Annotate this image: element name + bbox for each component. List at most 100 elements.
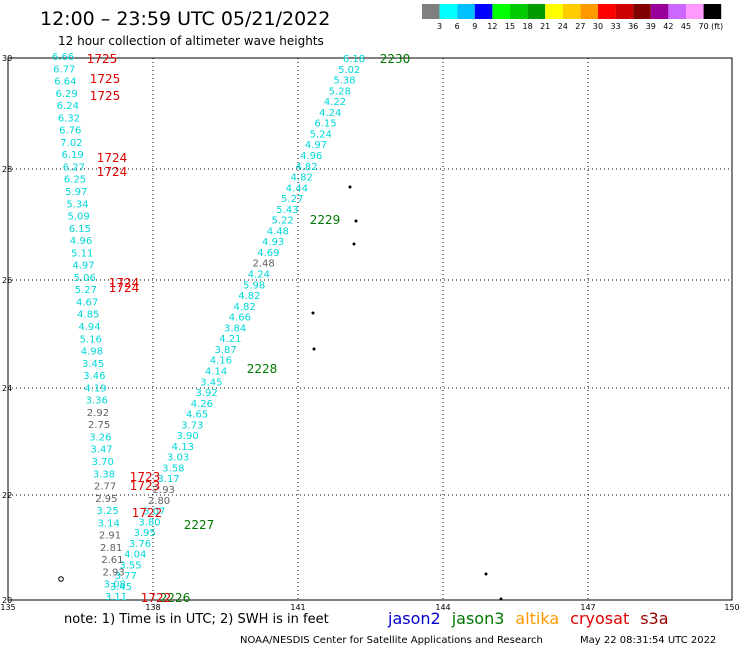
satellite-label-altika: altika [515, 609, 560, 628]
swh-value: 4.04 [124, 550, 146, 561]
x-tick-label: 135 [0, 603, 15, 612]
swh-value: 5.11 [71, 248, 93, 259]
island-dot [348, 185, 352, 189]
swh-value: 4.19 [84, 383, 106, 394]
legend-swatch [598, 4, 616, 19]
swh-value: 2.93 [153, 485, 175, 496]
swh-value: 4.96 [70, 236, 92, 247]
time-label-red: 1724 [109, 281, 140, 295]
legend-swatch [545, 4, 563, 19]
swh-value: 3.73 [181, 420, 203, 431]
time-label-green: 2227 [184, 518, 215, 532]
legend-swatch [492, 4, 510, 19]
land-features [58, 185, 503, 601]
swh-value: 3.45 [82, 359, 104, 370]
time-label-green: 2229 [310, 213, 341, 227]
swh-value: 3.11 [105, 592, 127, 603]
swh-value: 3.26 [89, 432, 111, 443]
swh-value: 5.06 [74, 273, 96, 284]
swh-value: 4.22 [324, 97, 346, 108]
legend-swatch [580, 4, 598, 19]
swh-value: 4.97 [305, 140, 327, 151]
legend-label: 6 [455, 22, 460, 31]
legend-swatch [650, 4, 669, 19]
legend-swatch [527, 4, 546, 19]
footer-note: note: 1) Time is in UTC; 2) SWH is in fe… [64, 612, 329, 627]
swh-value: 3.90 [176, 431, 198, 442]
swh-value: 4.85 [77, 310, 99, 321]
swh-value: 2.61 [101, 555, 123, 566]
swh-value: 6.18 [343, 54, 365, 65]
swh-value: 2.48 [253, 259, 275, 270]
swh-value: 5.24 [310, 129, 332, 140]
swh-value: 5.98 [243, 280, 265, 291]
page-subtitle: 12 hour collection of altimeter wave hei… [58, 34, 324, 48]
swh-value: 4.82 [291, 173, 313, 184]
swh-value: 4.24 [248, 270, 270, 281]
x-tick-label: 150 [724, 603, 739, 612]
swh-value: 4.16 [210, 356, 232, 367]
x-tick-label: 141 [290, 603, 305, 612]
swh-labels: 6.185.025.385.284.224.246.155.244.974.96… [52, 52, 410, 605]
legend-label: 3 [437, 22, 442, 31]
legend-label: 45 [681, 22, 691, 31]
swh-value: 5.97 [65, 187, 87, 198]
swh-value: 6.24 [57, 101, 79, 112]
swh-value: 6.25 [64, 175, 86, 186]
swh-value: 4.69 [257, 248, 279, 259]
satellite-label-jason3: jason3 [451, 609, 505, 628]
swh-value: 3.87 [214, 345, 236, 356]
time-label-green: 2228 [247, 362, 278, 376]
swh-value: 4.93 [262, 237, 284, 248]
swh-value: 3.92 [195, 388, 217, 399]
swh-value: 6.64 [54, 77, 76, 88]
swh-value: 4.24 [319, 108, 341, 119]
swh-value: 5.02 [338, 65, 360, 76]
legend-label: 15 [505, 22, 515, 31]
legend-swatch [633, 4, 651, 19]
swh-value: 3.07 [143, 507, 165, 518]
legend-swatch [562, 4, 581, 19]
swh-value: 6.32 [58, 113, 80, 124]
swh-value: 5.43 [276, 205, 298, 216]
swh-value: 3.45 [110, 582, 132, 593]
y-tick-label: 20 [2, 596, 12, 605]
time-label-red: 1725 [87, 52, 118, 66]
x-tick-label: 138 [145, 603, 160, 612]
satellite-label-cryosat: cryosat [570, 609, 630, 628]
map-frame [7, 57, 733, 601]
swh-value: 5.09 [68, 212, 90, 223]
swh-value: 3.47 [90, 445, 112, 456]
island-dot [499, 597, 503, 601]
footer-credit: NOAA/NESDIS Center for Satellite Applica… [240, 635, 543, 646]
swh-value: 3.80 [138, 517, 160, 528]
swh-value: 5.28 [329, 86, 351, 97]
island-dot [354, 219, 358, 223]
swh-value: 6.66 [52, 52, 74, 63]
swh-value: 6.77 [53, 64, 75, 75]
legend-swatch [668, 4, 686, 19]
swh-value: 4.82 [238, 291, 260, 302]
y-tick-label: 22 [2, 491, 12, 500]
swh-value: 5.16 [80, 334, 102, 345]
swh-value: 2.81 [100, 543, 122, 554]
swh-value: 3.77 [115, 571, 137, 582]
swh-value: 4.98 [81, 347, 103, 358]
swh-value: 5.34 [66, 199, 88, 210]
swh-value: 3.14 [98, 518, 120, 529]
island-ring [58, 576, 64, 582]
legend-label: 12 [487, 22, 497, 31]
legend-swatch [510, 4, 528, 19]
y-tick-label: 28 [2, 165, 12, 174]
legend-swatch [686, 4, 704, 19]
swh-value: 3.46 [83, 371, 105, 382]
swh-value: 4.67 [76, 297, 98, 308]
time-label-red: 1723 [130, 470, 161, 484]
swh-value: 3.58 [162, 463, 184, 474]
swh-value: 6.29 [55, 89, 77, 100]
page-title: 12:00 – 23:59 UTC 05/21/2022 [40, 8, 331, 30]
legend-label: 27 [575, 22, 585, 31]
legend-label: 21 [540, 22, 550, 31]
time-label-red: 1722 [141, 591, 172, 605]
